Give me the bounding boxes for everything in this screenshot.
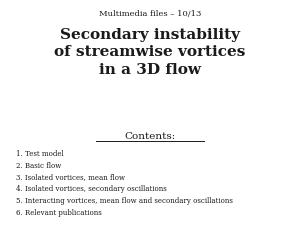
- Text: 5. Interacting vortices, mean flow and secondary oscillations: 5. Interacting vortices, mean flow and s…: [16, 197, 233, 205]
- Text: 4. Isolated vortices, secondary oscillations: 4. Isolated vortices, secondary oscillat…: [16, 185, 167, 193]
- Text: Contents:: Contents:: [124, 132, 176, 141]
- Text: 1. Test model: 1. Test model: [16, 150, 64, 158]
- Text: 2. Basic flow: 2. Basic flow: [16, 162, 62, 170]
- Text: Secondary instability
of streamwise vortices
in a 3D flow: Secondary instability of streamwise vort…: [54, 28, 246, 77]
- Text: 3. Isolated vortices, mean flow: 3. Isolated vortices, mean flow: [16, 173, 125, 182]
- Text: 6. Relevant publications: 6. Relevant publications: [16, 209, 102, 217]
- Text: Multimedia files – 10/13: Multimedia files – 10/13: [99, 10, 201, 18]
